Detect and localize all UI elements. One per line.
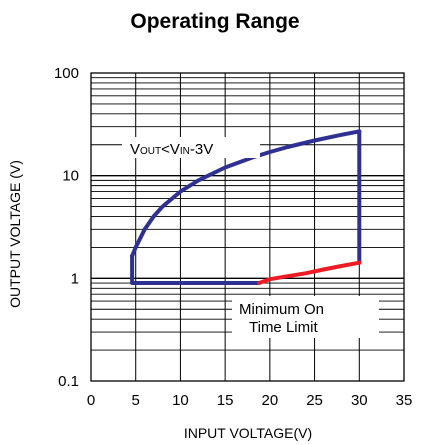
y-tick-label: 0.1 [58,373,79,390]
chart-title: Operating Range [130,10,299,33]
y-tick-label: 1 [71,270,79,287]
x-tick-label: 30 [351,392,368,409]
annotation-vout-vin: VOUT<VIN-3V [130,141,213,158]
series-line-1 [130,254,262,285]
x-tick-label: 25 [306,392,323,409]
x-tick-label: 0 [87,392,95,409]
x-tick-label: 5 [132,392,140,409]
plot-border [90,72,405,382]
y-tick-label: 100 [54,65,79,82]
x-tick-label: 15 [217,392,234,409]
annotation-box-vout [122,137,260,158]
annotation-box-min-on-time [232,296,379,338]
series-line-2 [130,129,362,258]
x-tick-label: 35 [396,392,413,409]
x-tick-labels: 0 5 10 15 20 25 30 35 [87,392,413,409]
x-axis-label: INPUT VOLTAGE(V) [184,425,312,441]
y-axis-label: OUTPUT VOLTAGE (V) [7,160,23,308]
annotation-min-on-line-2: Time Limit [249,319,318,336]
annotation-min-on-line-1: Minimum On [239,301,324,318]
series-group [130,129,362,285]
x-tick-label: 20 [262,392,279,409]
series-line-4 [257,260,362,285]
x-tick-label: 10 [172,392,189,409]
y-tick-labels: 0.1 1 10 100 [54,65,79,390]
y-tick-label: 10 [62,168,79,185]
plot-frame [90,72,405,382]
